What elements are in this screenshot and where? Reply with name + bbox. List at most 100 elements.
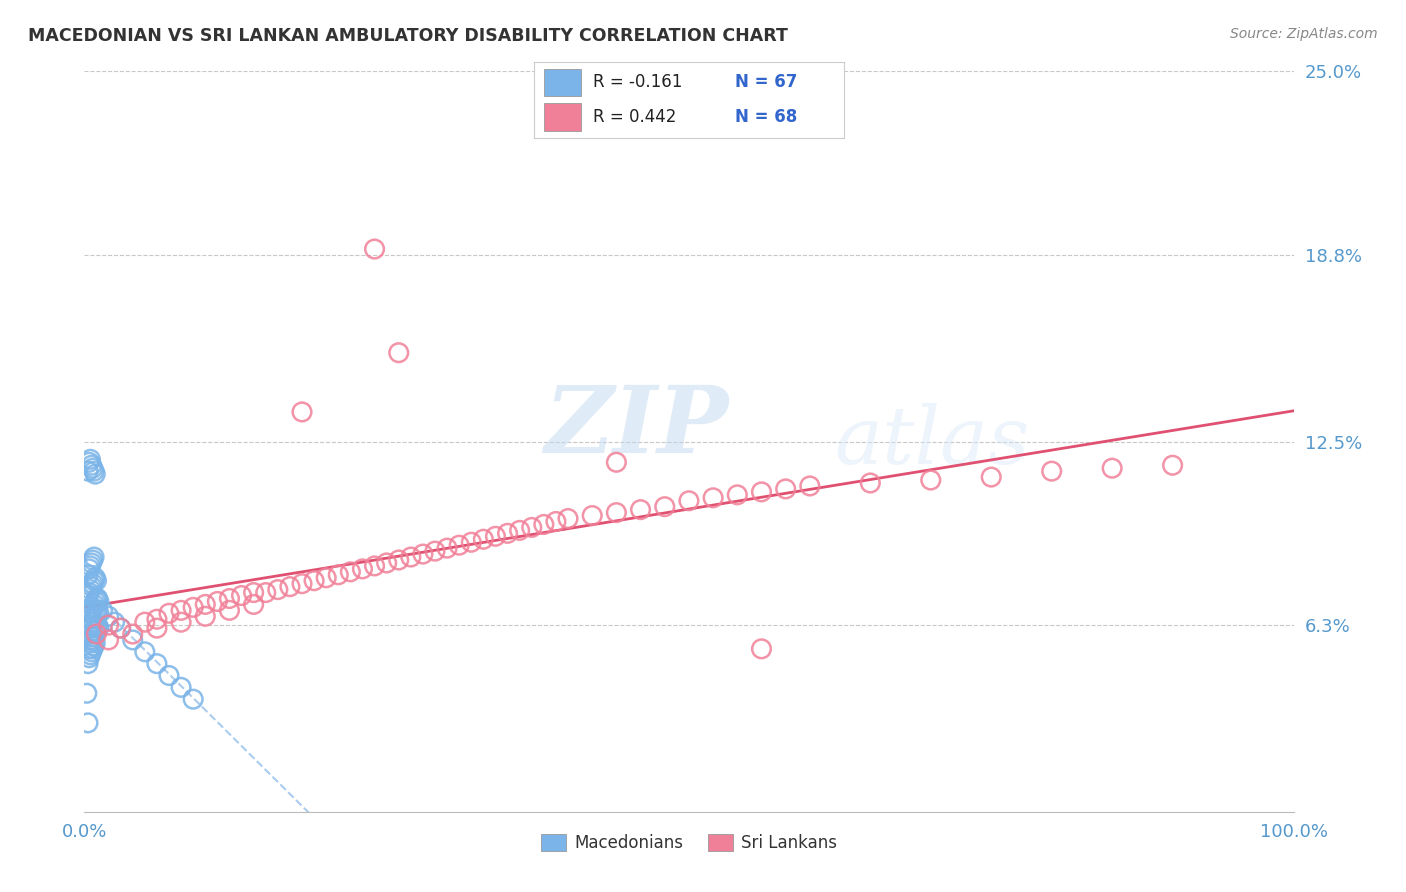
- Point: [449, 538, 471, 552]
- Point: [799, 479, 821, 493]
- Point: [84, 594, 107, 608]
- Point: [436, 541, 458, 556]
- Point: [77, 455, 100, 469]
- Point: [79, 452, 101, 467]
- Point: [520, 520, 543, 534]
- Point: [242, 598, 264, 612]
- Point: [352, 562, 374, 576]
- Point: [83, 464, 105, 478]
- Point: [654, 500, 676, 514]
- Point: [84, 636, 107, 650]
- Bar: [544, 103, 581, 130]
- Point: [91, 603, 114, 617]
- Point: [157, 668, 180, 682]
- Point: [315, 571, 337, 585]
- Text: atlas: atlas: [834, 403, 1029, 480]
- Point: [181, 600, 204, 615]
- Point: [134, 645, 156, 659]
- Point: [84, 609, 107, 624]
- Point: [80, 458, 103, 473]
- Point: [80, 556, 103, 570]
- Point: [83, 612, 105, 626]
- Point: [170, 603, 193, 617]
- Legend: Macedonians, Sri Lankans: Macedonians, Sri Lankans: [534, 828, 844, 859]
- Point: [218, 591, 240, 606]
- Point: [388, 553, 411, 567]
- Point: [980, 470, 1002, 484]
- Point: [291, 576, 314, 591]
- Point: [80, 632, 103, 647]
- Point: [751, 484, 773, 499]
- Point: [339, 565, 361, 579]
- Text: N = 67: N = 67: [735, 73, 797, 91]
- Point: [231, 589, 253, 603]
- Point: [83, 598, 105, 612]
- Point: [83, 627, 105, 641]
- Point: [86, 618, 108, 632]
- Point: [375, 556, 398, 570]
- Point: [388, 345, 411, 359]
- Point: [82, 576, 104, 591]
- Point: [146, 621, 169, 635]
- Point: [328, 567, 350, 582]
- Point: [110, 621, 132, 635]
- Text: Source: ZipAtlas.com: Source: ZipAtlas.com: [1230, 27, 1378, 41]
- Point: [207, 594, 229, 608]
- Point: [77, 585, 100, 599]
- Point: [460, 535, 482, 549]
- Point: [630, 502, 652, 516]
- Point: [267, 582, 290, 597]
- Point: [79, 582, 101, 597]
- Point: [83, 574, 105, 588]
- Point: [77, 562, 100, 576]
- Point: [87, 621, 110, 635]
- Point: [83, 639, 105, 653]
- Point: [859, 475, 882, 490]
- Point: [557, 511, 579, 525]
- Point: [82, 630, 104, 644]
- Point: [146, 612, 169, 626]
- Point: [86, 603, 108, 617]
- Point: [82, 553, 104, 567]
- Point: [97, 632, 120, 647]
- Point: [581, 508, 603, 523]
- Point: [77, 650, 100, 665]
- Text: ZIP: ZIP: [544, 382, 728, 472]
- Point: [920, 473, 942, 487]
- Point: [82, 641, 104, 656]
- Point: [86, 591, 108, 606]
- Point: [472, 533, 495, 547]
- Point: [544, 515, 567, 529]
- Point: [83, 549, 105, 564]
- Point: [79, 558, 101, 573]
- Point: [79, 636, 101, 650]
- Point: [302, 574, 325, 588]
- Point: [110, 621, 132, 635]
- Point: [725, 488, 748, 502]
- Point: [86, 607, 108, 621]
- Point: [363, 242, 385, 256]
- Point: [496, 526, 519, 541]
- Text: N = 68: N = 68: [735, 108, 797, 126]
- Point: [702, 491, 724, 505]
- Point: [80, 603, 103, 617]
- Point: [76, 686, 98, 700]
- Point: [79, 607, 101, 621]
- Point: [86, 621, 108, 635]
- Point: [77, 627, 100, 641]
- Point: [80, 618, 103, 632]
- Point: [678, 493, 700, 508]
- Point: [146, 657, 169, 671]
- Text: MACEDONIAN VS SRI LANKAN AMBULATORY DISABILITY CORRELATION CHART: MACEDONIAN VS SRI LANKAN AMBULATORY DISA…: [28, 27, 787, 45]
- Point: [86, 627, 108, 641]
- Point: [82, 461, 104, 475]
- Point: [121, 627, 143, 641]
- Point: [77, 657, 100, 671]
- Point: [97, 609, 120, 624]
- Point: [82, 600, 104, 615]
- Point: [278, 580, 301, 594]
- Point: [77, 589, 100, 603]
- Point: [82, 615, 104, 630]
- Point: [423, 544, 446, 558]
- Point: [751, 641, 773, 656]
